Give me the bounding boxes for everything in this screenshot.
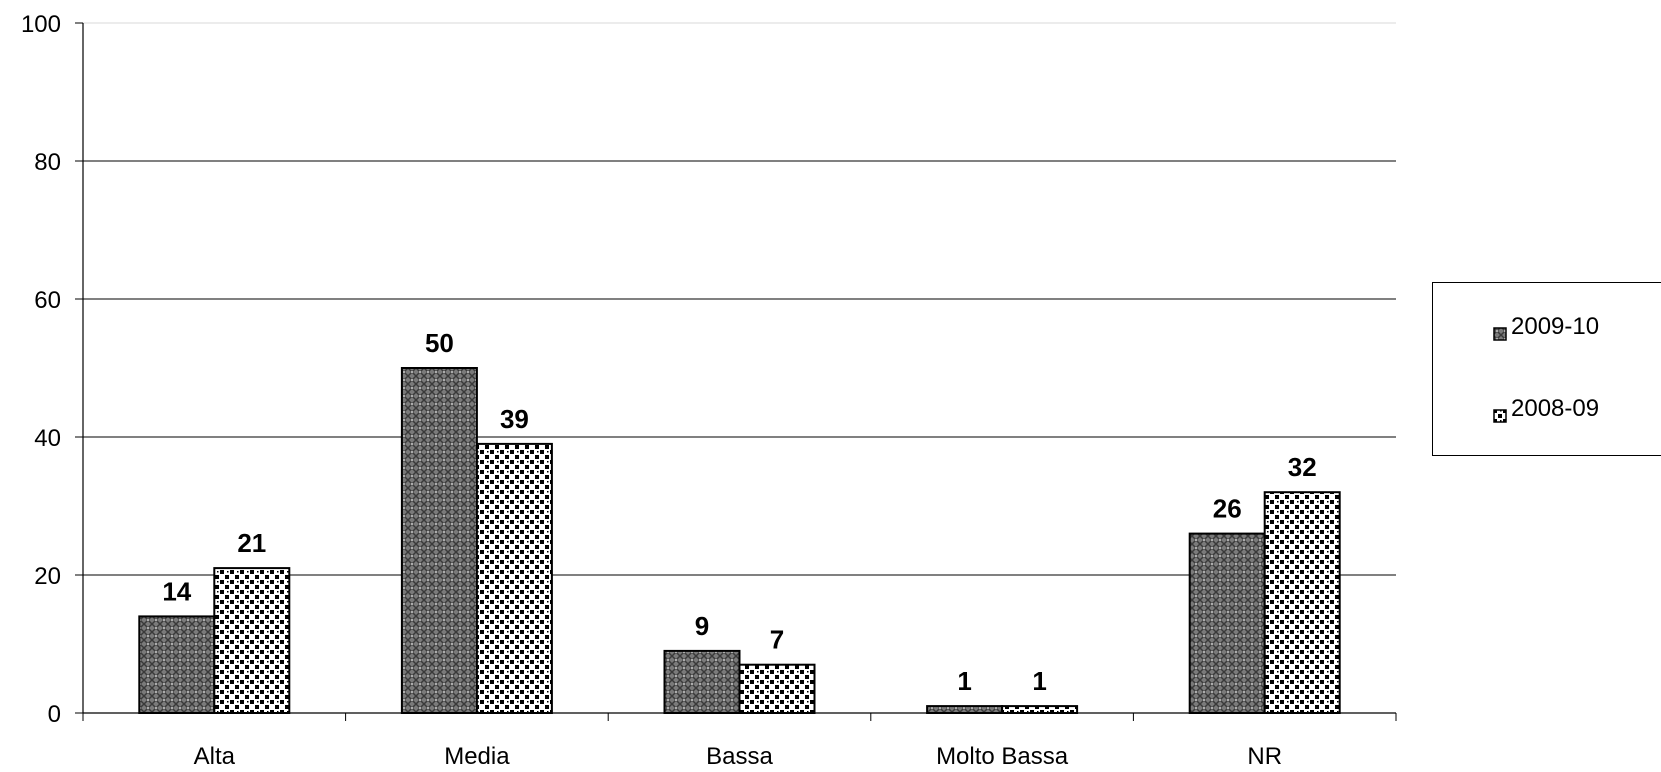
y-tick-label-60: 60	[34, 287, 61, 314]
data-label-molto-bassa-2009-10: 1	[957, 666, 971, 696]
legend-label-series-2: 2008-09	[1511, 395, 1600, 422]
x-tick-label-molto-bassa: Molto Bassa	[936, 743, 1069, 770]
x-tick-label-alta: Alta	[194, 743, 236, 770]
data-label-alta-2009-10: 14	[162, 576, 191, 606]
data-label-nr-2008-09: 32	[1288, 452, 1317, 482]
bar-alta-2008-09	[213, 567, 291, 714]
data-label-bassa-2008-09: 7	[770, 625, 784, 655]
y-tick-label-80: 80	[34, 149, 61, 176]
bar-media-2009-10	[400, 367, 478, 714]
x-tick-label-media: Media	[444, 743, 510, 770]
legend-item-series-2: 2008-09	[1493, 395, 1599, 423]
y-tick-label-0: 0	[48, 701, 61, 728]
data-label-nr-2009-10: 26	[1213, 494, 1242, 524]
bar-media-2008-09	[475, 442, 553, 714]
data-label-molto-bassa-2008-09: 1	[1032, 666, 1046, 696]
y-tick-label-100: 100	[21, 11, 61, 38]
x-tick-label-bassa: Bassa	[706, 743, 773, 770]
data-label-alta-2008-09: 21	[237, 528, 266, 558]
bar-molto-bassa-2009-10	[926, 705, 1004, 714]
x-tick-label-nr: NR	[1247, 743, 1282, 770]
bar-molto-bassa-2008-09	[1001, 705, 1079, 714]
data-label-media-2008-09: 39	[500, 404, 529, 434]
bar-bassa-2008-09	[738, 663, 816, 715]
legend-swatch-series-2	[1493, 402, 1507, 423]
data-label-bassa-2009-10: 9	[695, 611, 709, 641]
bar-nr-2008-09	[1263, 491, 1341, 715]
bar-alta-2009-10	[138, 615, 216, 715]
chart-legend: 2009-10 2008-09	[1432, 282, 1661, 456]
legend-item-series-1: 2009-10	[1493, 313, 1599, 341]
legend-swatch-series-1	[1493, 320, 1507, 341]
y-tick-label-20: 20	[34, 563, 61, 590]
y-tick-label-40: 40	[34, 425, 61, 452]
data-label-media-2009-10: 50	[425, 328, 454, 358]
legend-label-series-1: 2009-10	[1511, 313, 1600, 340]
bar-bassa-2009-10	[663, 649, 741, 715]
bar-nr-2009-10	[1188, 532, 1266, 714]
